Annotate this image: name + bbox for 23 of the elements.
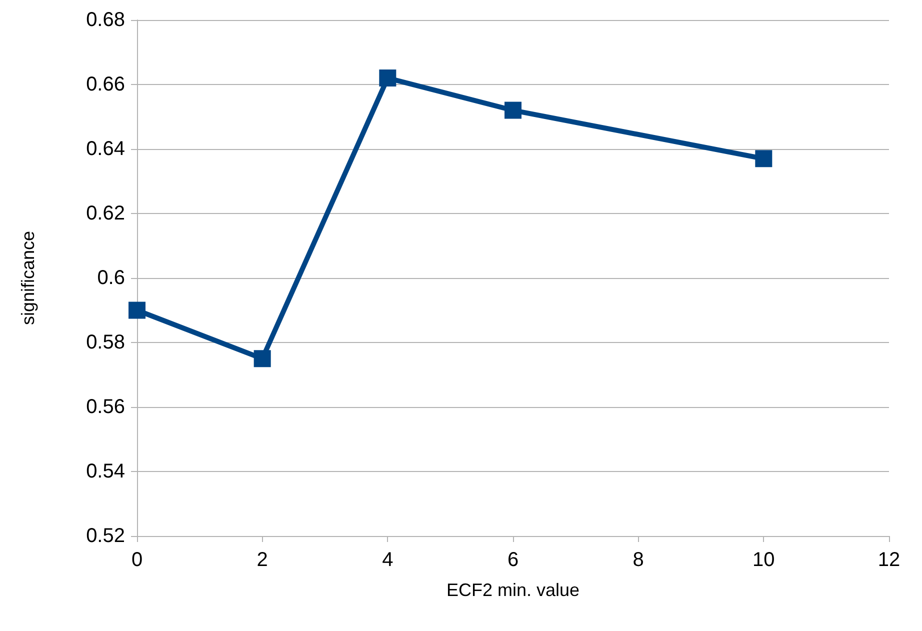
x-tick-label: 8 [632, 549, 644, 571]
y-tick-label: 0.64 [86, 138, 125, 160]
x-axis-title: ECF2 min. value [446, 580, 580, 600]
point [379, 70, 396, 87]
y-tick-label: 0.6 [97, 267, 125, 289]
x-tick-label: 4 [382, 549, 394, 571]
point [504, 102, 522, 119]
x-tick-label: 10 [752, 549, 775, 571]
y-tick-label: 0.52 [86, 525, 125, 547]
point [128, 302, 146, 319]
x-tick-label: 0 [131, 549, 143, 571]
point [755, 150, 772, 168]
x-tick-label: 6 [507, 549, 519, 571]
y-tick-label: 0.54 [86, 460, 125, 482]
y-tick-label: 0.66 [86, 74, 125, 96]
y-axis-title: significance [18, 230, 38, 326]
y-tick-label: 0.68 [86, 9, 125, 31]
y-tick-label: 0.56 [86, 396, 125, 418]
y-tick-label: 0.58 [86, 332, 125, 354]
y-tick-label: 0.62 [86, 202, 125, 224]
x-tick-label: 12 [878, 549, 900, 571]
x-tick-label: 2 [256, 549, 268, 571]
point [254, 350, 271, 368]
